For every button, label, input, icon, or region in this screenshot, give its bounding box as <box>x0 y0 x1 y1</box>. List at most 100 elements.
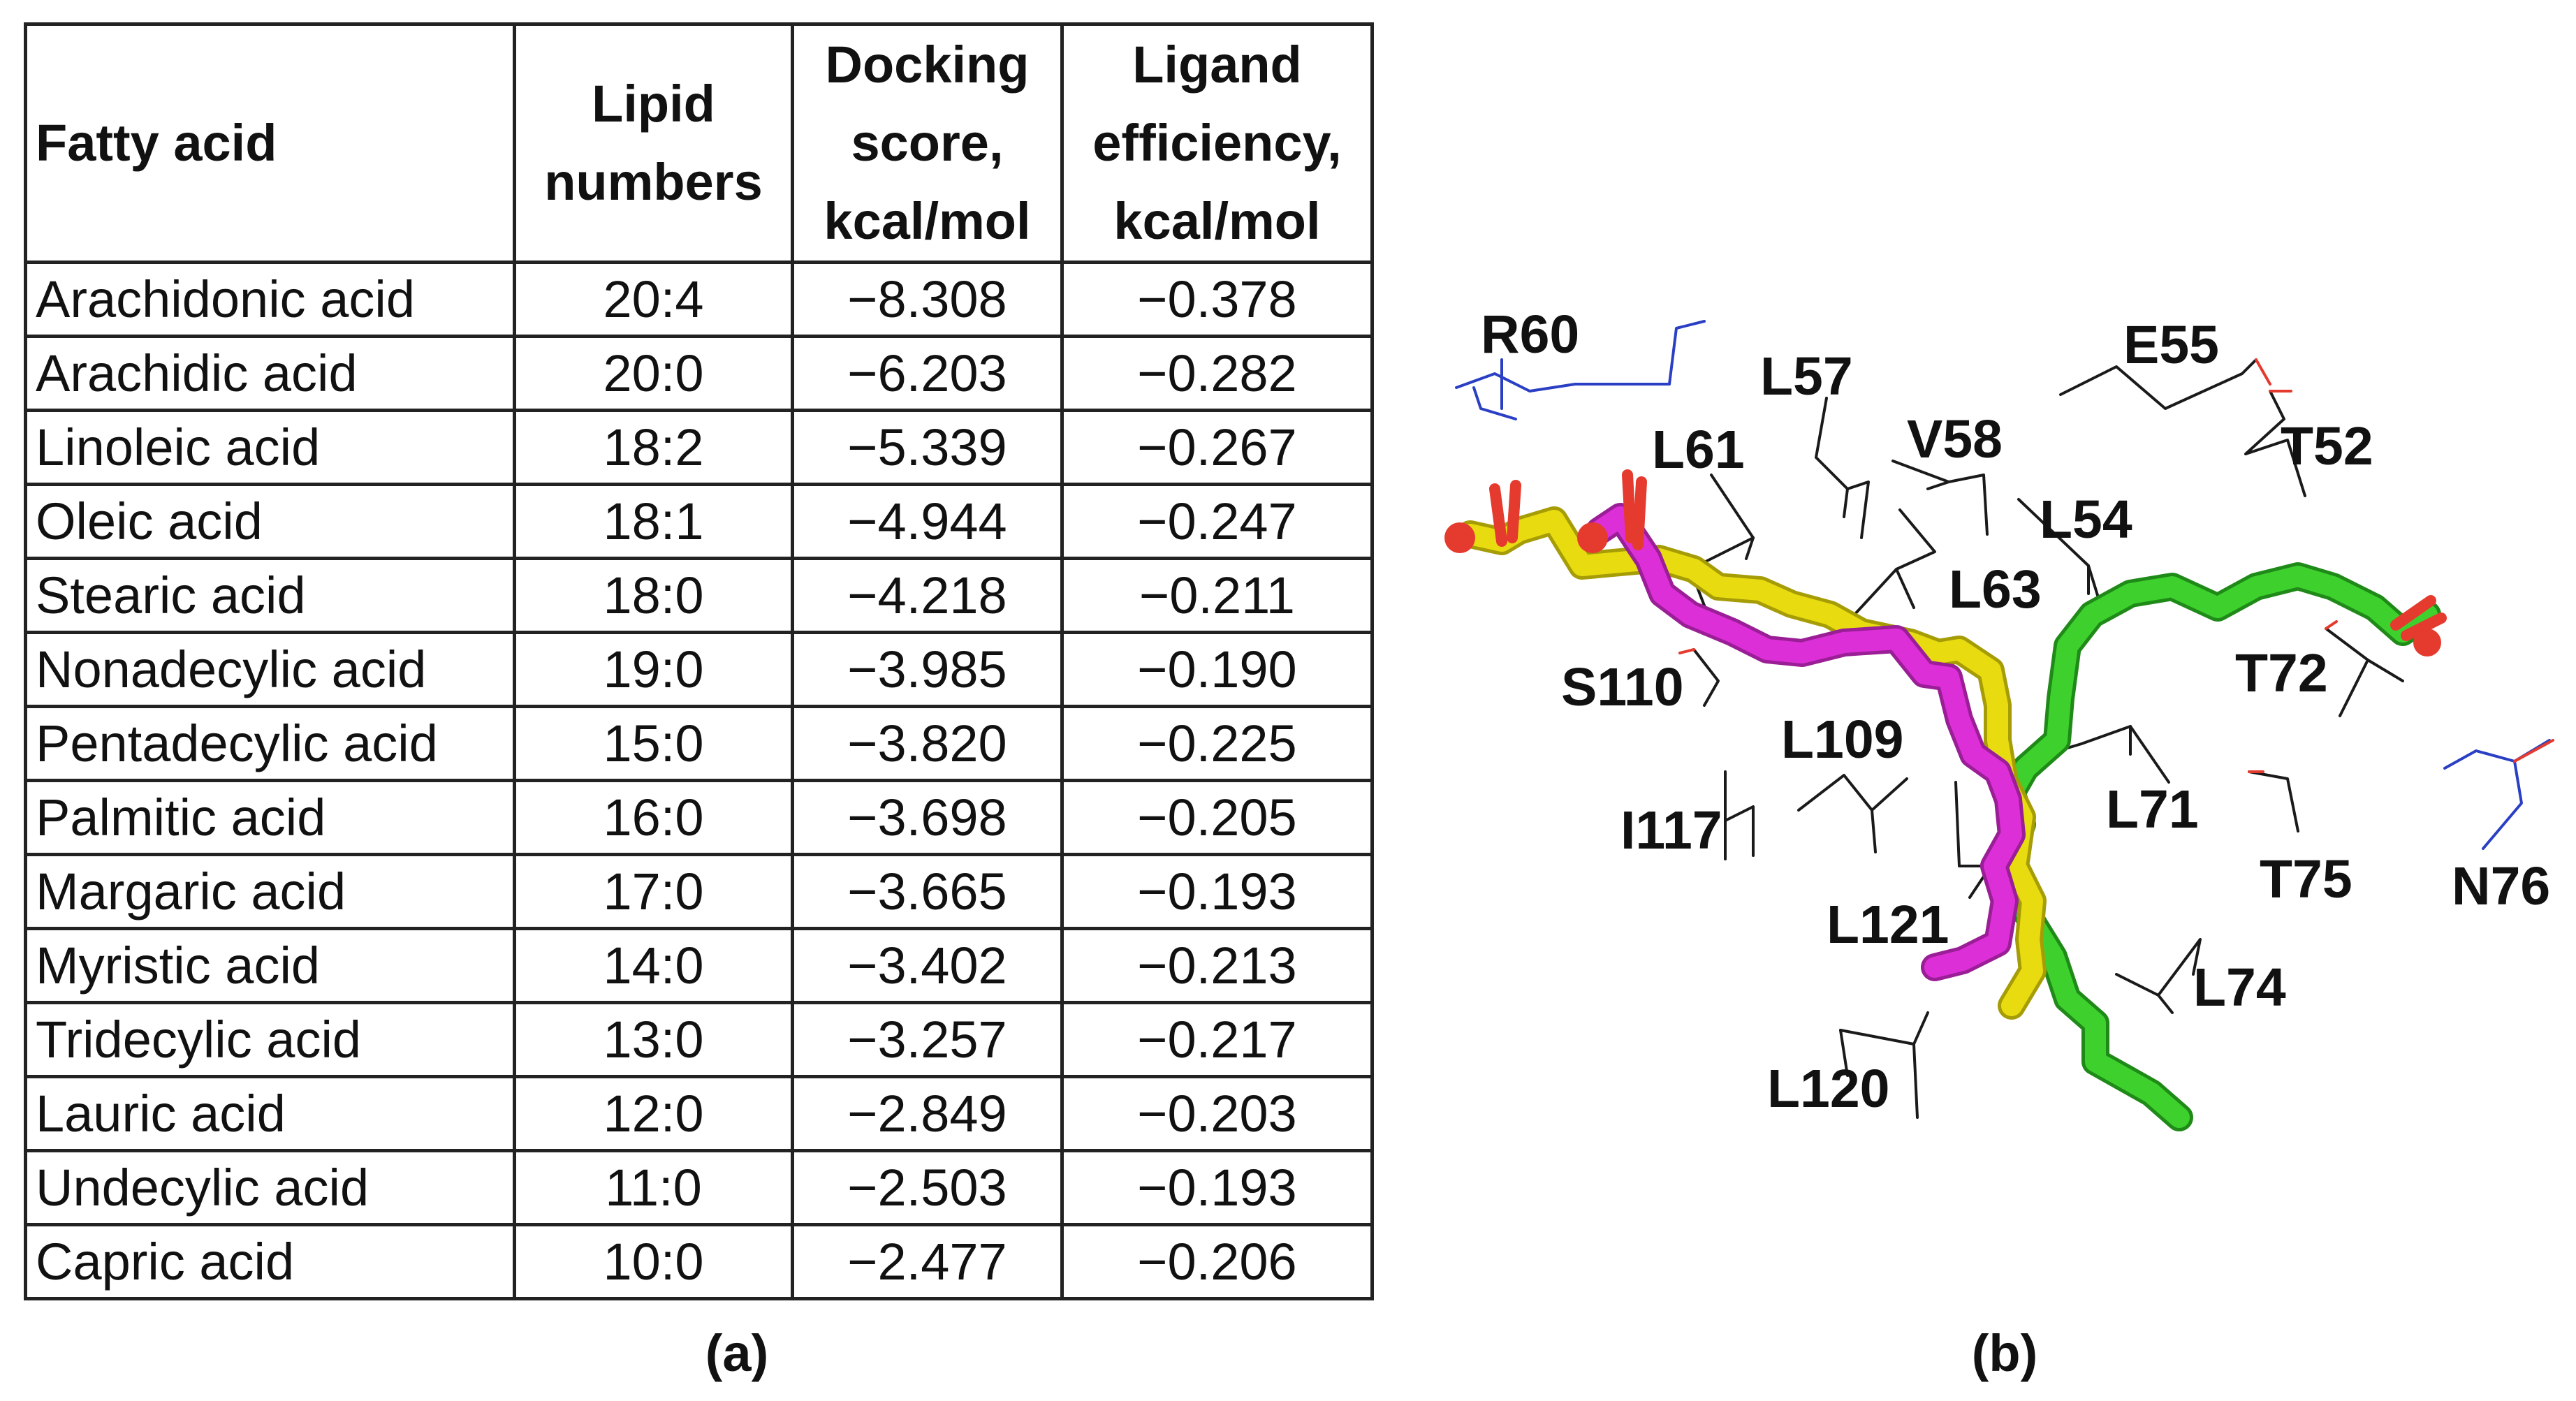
lipid-number: 20:0 <box>513 335 794 412</box>
table-row: Palmitic acid 16:0 −3.698 −0.205 <box>24 779 1374 856</box>
lipid-number: 14:0 <box>513 927 794 1004</box>
fatty-acid-name: Stearic acid <box>24 557 516 634</box>
lipid-number: 11:0 <box>513 1149 794 1226</box>
table-row: Myristic acid 14:0 −3.402 −0.213 <box>24 927 1374 1004</box>
table-row: Tridecylic acid 13:0 −3.257 −0.217 <box>24 1001 1374 1078</box>
fatty-acid-name: Lauric acid <box>24 1075 516 1152</box>
ligand-efficiency: −0.211 <box>1060 557 1374 634</box>
header-docking-score: Docking score, kcal/mol <box>791 22 1064 264</box>
table-row: Pentadecylic acid 15:0 −3.820 −0.225 <box>24 705 1374 782</box>
docking-score: −5.339 <box>791 409 1064 486</box>
fatty-acid-name: Palmitic acid <box>24 779 516 856</box>
docking-score: −4.944 <box>791 483 1064 560</box>
ligand-efficiency: −0.378 <box>1060 261 1374 338</box>
docking-score: −3.698 <box>791 779 1064 856</box>
ligand-efficiency: −0.217 <box>1060 1001 1374 1078</box>
ligand-efficiency: −0.247 <box>1060 483 1374 560</box>
lipid-number: 18:0 <box>513 557 794 634</box>
docking-score: −3.985 <box>791 631 1064 708</box>
docking-score: −6.203 <box>791 335 1064 412</box>
label-T72: T72 <box>2235 643 2328 703</box>
ligand-efficiency: −0.213 <box>1060 927 1374 1004</box>
docking-score: −3.820 <box>791 705 1064 782</box>
label-L74: L74 <box>2193 958 2286 1018</box>
table-row: Oleic acid 18:1 −4.944 −0.247 <box>24 483 1374 560</box>
docking-score: −2.503 <box>791 1149 1064 1226</box>
docking-score: −2.849 <box>791 1075 1064 1152</box>
ligand-efficiency: −0.267 <box>1060 409 1374 486</box>
label-R60: R60 <box>1481 305 1579 365</box>
label-L57: L57 <box>1760 346 1853 406</box>
ligand-efficiency: −0.206 <box>1060 1223 1374 1300</box>
caption-a: (a) <box>705 1324 769 1382</box>
table-row: Nonadecylic acid 19:0 −3.985 −0.190 <box>24 631 1374 708</box>
fatty-acid-name: Oleic acid <box>24 483 516 560</box>
lipid-number: 20:4 <box>513 261 794 338</box>
table-row: Arachidonic acid 20:4 −8.308 −0.378 <box>24 261 1374 338</box>
label-L54: L54 <box>2040 490 2132 550</box>
label-T75: T75 <box>2260 849 2352 909</box>
ligand-efficiency: −0.282 <box>1060 335 1374 412</box>
table-header-row: Fatty acid Lipid numbers Docking score, … <box>24 22 1374 264</box>
fatty-acid-name: Margaric acid <box>24 853 516 930</box>
docking-score: −4.218 <box>791 557 1064 634</box>
table-row: Linoleic acid 18:2 −5.339 −0.267 <box>24 409 1374 486</box>
lipid-number: 15:0 <box>513 705 794 782</box>
ligand-efficiency: −0.190 <box>1060 631 1374 708</box>
lipid-number: 19:0 <box>513 631 794 708</box>
docking-score: −8.308 <box>791 261 1064 338</box>
ligand-efficiency: −0.205 <box>1060 779 1374 856</box>
lipid-number: 18:1 <box>513 483 794 560</box>
label-L61: L61 <box>1652 420 1745 480</box>
docking-score: −3.402 <box>791 927 1064 1004</box>
carboxyl-groups <box>1444 469 2447 657</box>
ligand-efficiency: −0.225 <box>1060 705 1374 782</box>
table-row: Margaric acid 17:0 −3.665 −0.193 <box>24 853 1374 930</box>
table-row: Capric acid 10:0 −2.477 −0.206 <box>24 1223 1374 1300</box>
fatty-acid-name: Myristic acid <box>24 927 516 1004</box>
label-E55: E55 <box>2123 315 2219 375</box>
label-L121: L121 <box>1827 895 1949 955</box>
label-L71: L71 <box>2106 779 2199 839</box>
ligand-efficiency: −0.193 <box>1060 1149 1374 1226</box>
docking-table: Fatty acid Lipid numbers Docking score, … <box>24 22 1374 1300</box>
label-V58: V58 <box>1907 409 2003 469</box>
label-L109: L109 <box>1781 710 1904 770</box>
label-L120: L120 <box>1767 1059 1890 1119</box>
table-row: Arachidic acid 20:0 −6.203 −0.282 <box>24 335 1374 412</box>
ligand-sticks <box>1444 469 2447 1131</box>
table-row: Lauric acid 12:0 −2.849 −0.203 <box>24 1075 1374 1152</box>
fatty-acid-name: Capric acid <box>24 1223 516 1300</box>
docking-score: −3.257 <box>791 1001 1064 1078</box>
fatty-acid-name: Arachidic acid <box>24 335 516 412</box>
table-row: Undecylic acid 11:0 −2.503 −0.193 <box>24 1149 1374 1226</box>
caption-b: (b) <box>1971 1324 2038 1382</box>
ligand-efficiency: −0.203 <box>1060 1075 1374 1152</box>
label-S110: S110 <box>1561 657 1684 717</box>
residue-labels: R60 E55 L57 V58 T52 L61 L54 L63 S110 T72… <box>1481 305 2550 1119</box>
label-L63: L63 <box>1949 559 2042 619</box>
label-N76: N76 <box>2452 856 2550 916</box>
fatty-acid-name: Linoleic acid <box>24 409 516 486</box>
header-lipid-numbers: Lipid numbers <box>513 22 794 264</box>
lipid-number: 16:0 <box>513 779 794 856</box>
label-T52: T52 <box>2281 416 2373 476</box>
fatty-acid-name: Pentadecylic acid <box>24 705 516 782</box>
fatty-acid-name: Tridecylic acid <box>24 1001 516 1078</box>
side-chain-lines <box>1455 320 2554 1119</box>
header-fatty-acid: Fatty acid <box>24 22 516 264</box>
fatty-acid-name: Undecylic acid <box>24 1149 516 1226</box>
label-I117: I117 <box>1620 800 1722 860</box>
lipid-number: 13:0 <box>513 1001 794 1078</box>
lipid-number: 18:2 <box>513 409 794 486</box>
docking-score: −2.477 <box>791 1223 1064 1300</box>
lipid-number: 12:0 <box>513 1075 794 1152</box>
fatty-acid-name: Nonadecylic acid <box>24 631 516 708</box>
ligand-efficiency: −0.193 <box>1060 853 1374 930</box>
lipid-number: 10:0 <box>513 1223 794 1300</box>
header-ligand-efficiency: Ligand efficiency, kcal/mol <box>1060 22 1374 264</box>
fatty-acid-name: Arachidonic acid <box>24 261 516 338</box>
table-row: Stearic acid 18:0 −4.218 −0.211 <box>24 557 1374 634</box>
docking-score: −3.665 <box>791 853 1064 930</box>
